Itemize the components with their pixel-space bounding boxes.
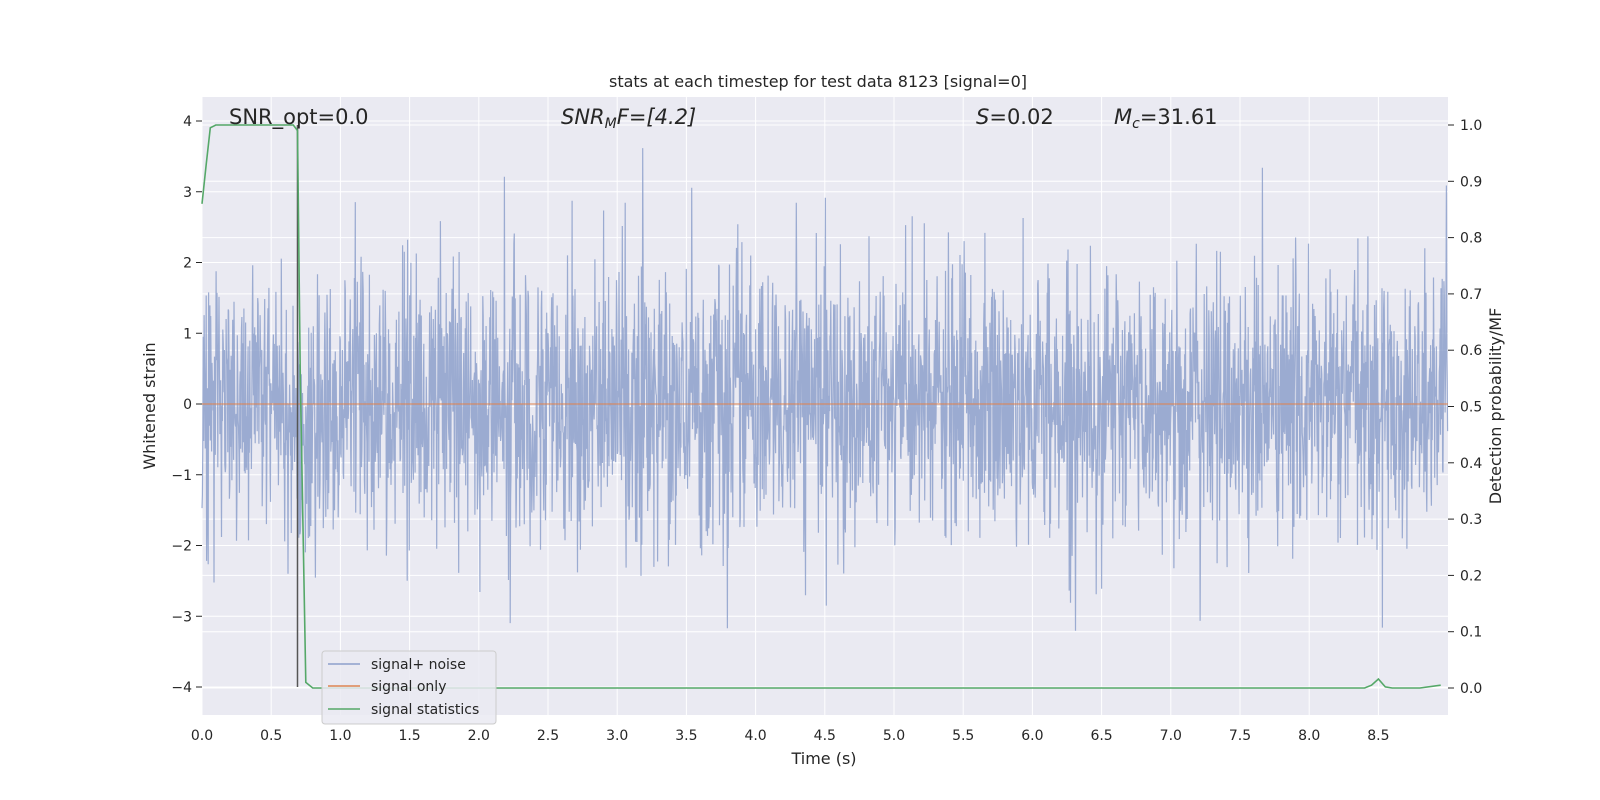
legend: signal+ noise signal only signal statist…	[321, 650, 497, 725]
x-tick-label: 5.0	[883, 728, 905, 744]
chart-title: stats at each timestep for test data 812…	[609, 72, 1027, 91]
x-tick-label: 1.0	[329, 728, 351, 744]
annotation-snr-mf: SNRMF=[4.2]	[561, 105, 696, 132]
y-axis-label: Whitened strain	[140, 342, 159, 469]
x-tick-label: 4.0	[744, 728, 766, 744]
x-tick-label: 6.0	[1021, 728, 1043, 744]
x-tick-label: 4.5	[814, 728, 836, 744]
y-tick-label: −1	[171, 468, 192, 484]
y2-tick-label: 0.6	[1460, 343, 1482, 359]
x-tick-label: 1.5	[398, 728, 420, 744]
x-tick-label: 8.5	[1367, 728, 1389, 744]
x-tick-label: 2.5	[537, 728, 559, 744]
y-tick-label: 1	[183, 326, 192, 342]
y-tick-label: 3	[183, 185, 192, 201]
x-axis-label: Time (s)	[790, 749, 856, 768]
legend-label-signal-noise: signal+ noise	[371, 657, 466, 673]
x-tick-label: 0.0	[191, 728, 213, 744]
y2-tick-label: 0.9	[1460, 174, 1482, 190]
x-tick-label: 7.5	[1229, 728, 1251, 744]
x-tick-label: 0.5	[260, 728, 282, 744]
y2-tick-label: 0.2	[1460, 568, 1482, 584]
tick-labels: 0.0 0.5 1.0 1.5 2.0 2.5 3.0 3.5 4.0 4.5 5.0 5.5 6.0 6…	[171, 114, 1482, 744]
y-tick-label: −3	[171, 609, 192, 625]
y2-tick-label: 0.4	[1460, 456, 1482, 472]
y2-tick-label: 1.0	[1460, 118, 1482, 134]
annotation-mc: Mc=31.61	[1114, 105, 1218, 132]
y2-tick-label: 0.0	[1460, 681, 1482, 697]
legend-label-signal-only: signal only	[371, 679, 446, 695]
y-tick-label: 0	[183, 397, 192, 413]
x-tick-label: 6.5	[1090, 728, 1112, 744]
y-tick-label: 4	[183, 114, 192, 130]
y2-axis-label: Detection probability/MF	[1486, 308, 1505, 505]
y2-tick-label: 0.1	[1460, 625, 1482, 641]
x-tick-label: 2.0	[468, 728, 490, 744]
y2-tick-label: 0.3	[1460, 512, 1482, 528]
y-tick-label: −4	[171, 680, 192, 696]
x-tick-label: 8.0	[1298, 728, 1320, 744]
series-signal-noise-line	[201, 148, 1449, 631]
annotation-snr-opt: SNR_opt=0.0	[229, 105, 369, 130]
annotation-s: S=0.02	[976, 105, 1054, 129]
y-tick-label: −2	[171, 539, 192, 555]
y2-tick-label: 0.5	[1460, 400, 1482, 416]
y-tick-label: 2	[183, 256, 192, 272]
y2-tick-label: 0.8	[1460, 231, 1482, 247]
x-tick-label: 3.5	[675, 728, 697, 744]
legend-label-signal-statistics: signal statistics	[371, 702, 479, 718]
y2-tick-label: 0.7	[1460, 287, 1482, 303]
x-tick-label: 3.0	[606, 728, 628, 744]
noise-series	[201, 148, 1449, 631]
x-tick-label: 7.0	[1160, 728, 1182, 744]
legend-box	[321, 650, 497, 725]
x-tick-label: 5.5	[952, 728, 974, 744]
